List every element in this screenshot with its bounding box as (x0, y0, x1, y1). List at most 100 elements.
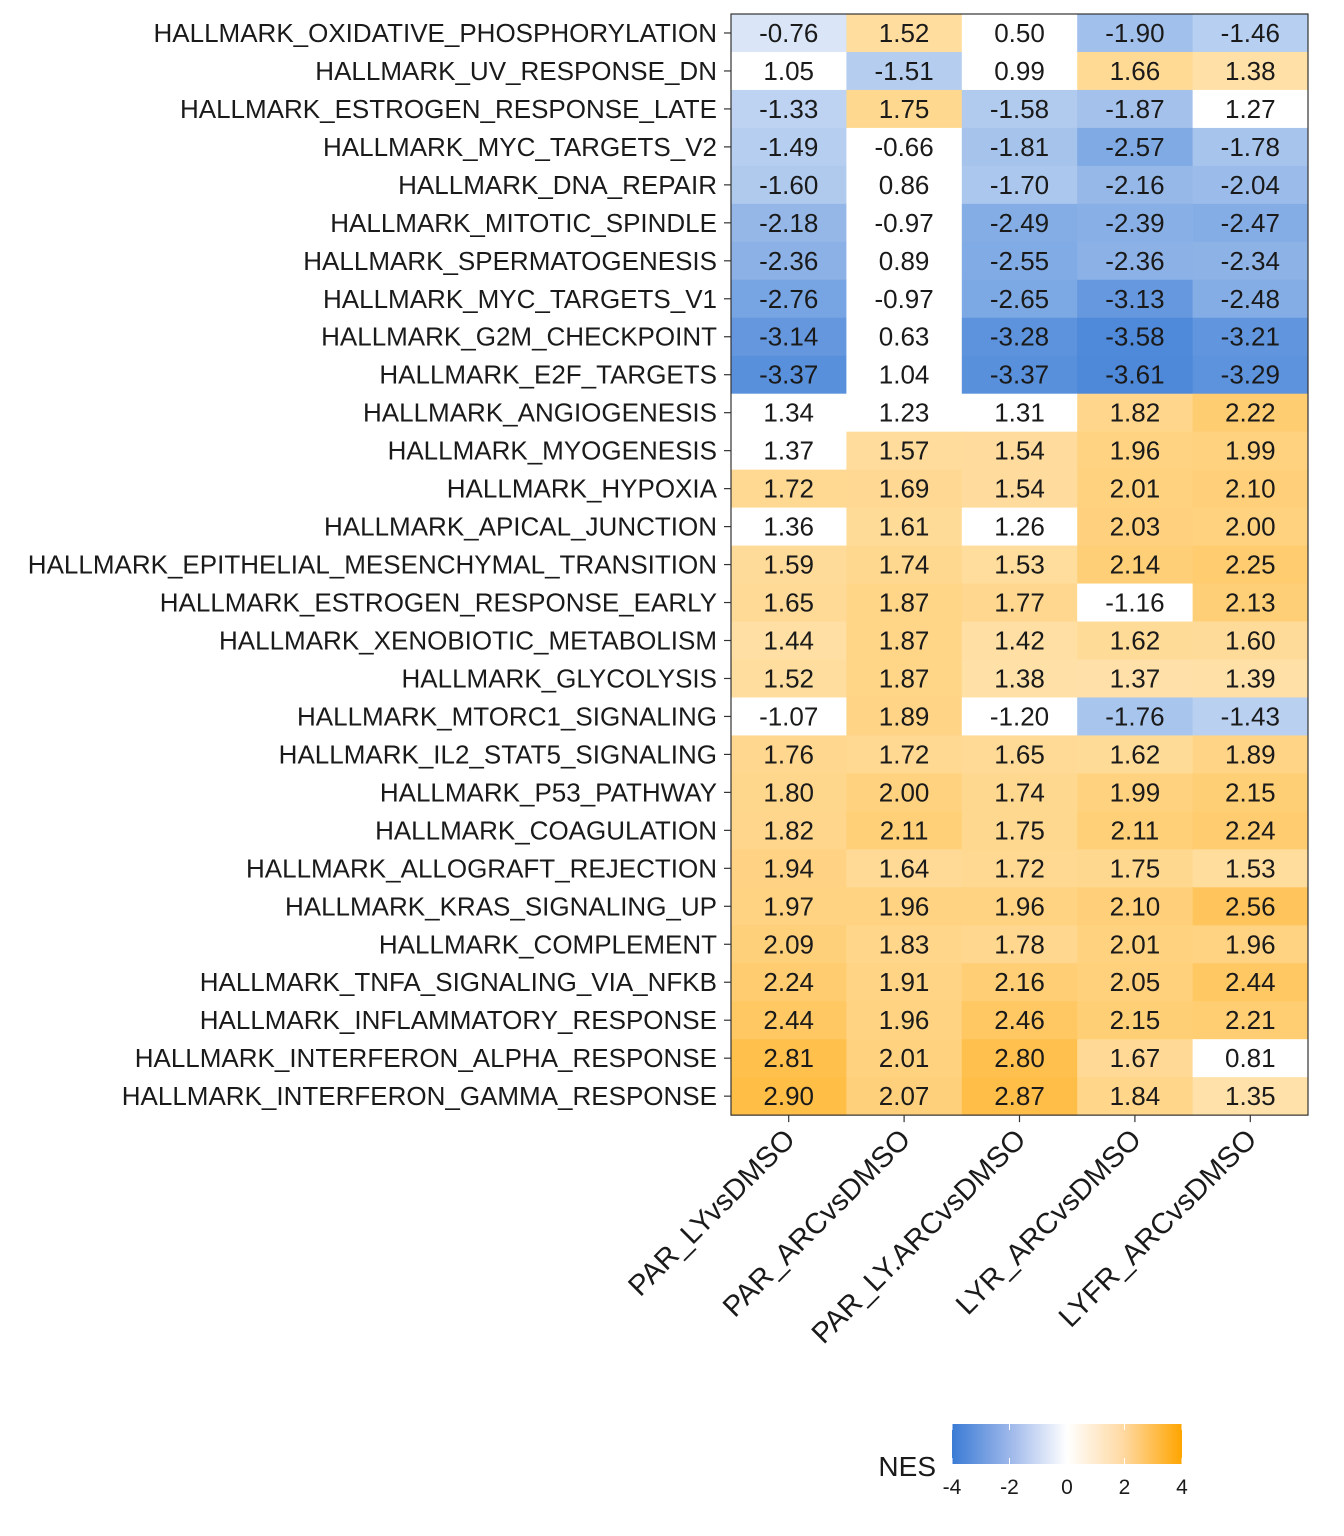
heatmap-cell (731, 621, 847, 660)
cell-value-label: -3.37 (990, 360, 1049, 390)
heatmap-cell (846, 51, 963, 91)
heatmap-cell (1077, 735, 1194, 774)
legend-tick-label: 0 (1061, 1476, 1073, 1499)
cell-value-label: -1.33 (759, 94, 818, 124)
cell-value-label: 2.13 (1225, 588, 1276, 618)
cell-value-label: 1.72 (879, 739, 930, 769)
cell-value-label: 1.89 (1225, 739, 1276, 769)
heatmap-cell (1192, 507, 1309, 547)
heatmap-cell (731, 545, 847, 585)
row-label: HALLMARK_ALLOGRAFT_REJECTION (246, 853, 717, 883)
heatmap-cell (1192, 811, 1309, 850)
cell-value-label: 1.44 (763, 626, 814, 656)
cell-value-label: 1.96 (1110, 436, 1161, 466)
heatmap-cell (1192, 165, 1309, 205)
row-ticks (724, 32, 731, 1097)
row-label: HALLMARK_TNFA_SIGNALING_VIA_NFKB (200, 967, 717, 997)
row-label: HALLMARK_MYOGENESIS (388, 436, 717, 466)
cell-value-label: 2.24 (1225, 815, 1276, 845)
cell-value-label: -3.28 (990, 322, 1049, 352)
heatmap-cell (1077, 241, 1194, 281)
heatmap-cell (846, 621, 963, 660)
cell-value-label: 1.96 (879, 1005, 930, 1035)
heatmap-cell (961, 317, 1078, 357)
cell-value-label: 1.54 (994, 436, 1045, 466)
cell-value-label: -2.39 (1105, 208, 1164, 238)
heatmap-cell (1192, 203, 1309, 243)
cell-value-label: 1.75 (994, 815, 1045, 845)
cell-value-label: 1.05 (763, 56, 814, 86)
heatmap-cell (846, 773, 963, 812)
heatmap-cell (846, 203, 963, 243)
heatmap-cell (1192, 51, 1309, 91)
cell-value-label: -3.58 (1105, 322, 1164, 352)
heatmap-cell (961, 1077, 1078, 1116)
heatmap-cell (1192, 1001, 1309, 1040)
cell-value-label: 1.75 (1110, 853, 1161, 883)
heatmap-cell (961, 127, 1078, 167)
cell-value-label: 1.87 (879, 588, 930, 618)
heatmap-cell (1077, 1001, 1194, 1040)
heatmap-cell (731, 431, 847, 471)
heatmap-cell (961, 887, 1078, 926)
cell-value-label: 1.72 (994, 853, 1045, 883)
heatmap-cell (1077, 1039, 1194, 1078)
heatmap-cell (1077, 127, 1194, 167)
cell-value-label: 1.38 (994, 663, 1045, 693)
heatmap-cell (846, 849, 963, 888)
heatmap-cell (846, 507, 963, 547)
row-label: HALLMARK_SPERMATOGENESIS (303, 246, 717, 276)
cell-value-label: 1.64 (879, 853, 930, 883)
heatmap-cell (846, 925, 963, 964)
cell-value-label: 0.63 (879, 322, 930, 352)
heatmap-cell (1192, 621, 1309, 660)
heatmap-cell (1192, 89, 1309, 129)
heatmap-cell (846, 431, 963, 471)
column-label: PAR_ARCvsDMSO (717, 1123, 917, 1323)
row-label: HALLMARK_APICAL_JUNCTION (324, 512, 717, 542)
cell-value-label: -2.47 (1221, 208, 1280, 238)
heatmap-cell (731, 241, 847, 281)
cell-value-label: 1.53 (1225, 853, 1276, 883)
heatmap-cell (1077, 431, 1194, 471)
cell-value-label: 1.59 (763, 550, 814, 580)
row-label: HALLMARK_COMPLEMENT (379, 929, 717, 959)
heatmap-cell (961, 963, 1078, 1002)
cell-value-label: 1.87 (879, 626, 930, 656)
cell-value-label: -2.04 (1221, 170, 1280, 200)
cell-value-label: 1.42 (994, 626, 1045, 656)
heatmap-cell (1192, 127, 1309, 167)
row-label: HALLMARK_HYPOXIA (447, 474, 718, 504)
cell-value-label: 1.37 (1110, 663, 1161, 693)
heatmap-cell (961, 165, 1078, 205)
cell-value-label: 1.37 (763, 436, 814, 466)
cell-value-label: -0.66 (874, 132, 933, 162)
heatmap-cell (846, 469, 963, 509)
heatmap-cell (961, 621, 1078, 660)
cell-value-label: 2.00 (879, 777, 930, 807)
cell-value-label: 2.24 (763, 967, 814, 997)
cell-value-label: 1.96 (879, 891, 930, 921)
cell-value-label: -3.29 (1221, 360, 1280, 390)
heatmap-cell (846, 963, 963, 1002)
legend-color-bar (952, 1424, 1182, 1464)
cell-value-label: 1.74 (879, 550, 930, 580)
row-label: HALLMARK_ESTROGEN_RESPONSE_EARLY (160, 588, 717, 618)
heatmap-cell (846, 545, 963, 585)
cell-value-label: 1.39 (1225, 663, 1276, 693)
heatmap-cell (961, 925, 1078, 964)
cell-value-label: -2.48 (1221, 284, 1280, 314)
heatmap-cell (1192, 773, 1309, 812)
heatmap-cell (1077, 203, 1194, 243)
heatmap-cell (1192, 659, 1309, 698)
heatmap-cell (1192, 963, 1309, 1002)
heatmap-cell (1077, 659, 1194, 698)
heatmap-cell (731, 735, 847, 774)
heatmap-cell (961, 1001, 1078, 1040)
heatmap-cell (731, 317, 847, 357)
heatmap-cell (731, 14, 847, 53)
heatmap-cell-labels: -0.76 1.52 0.50 -1.90 -1.46 1.05 -1.51 0.99 1.66… (759, 18, 1280, 1111)
cell-value-label: 2.01 (1110, 929, 1161, 959)
cell-value-label: 1.87 (879, 663, 930, 693)
heatmap-cell (961, 545, 1078, 585)
